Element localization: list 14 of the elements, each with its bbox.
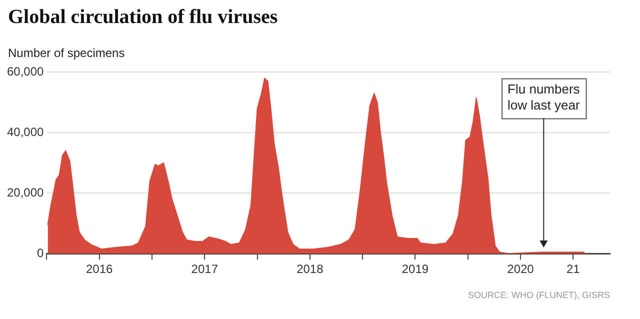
x-tick-label: 2018 xyxy=(296,262,324,276)
chart-title: Global circulation of flu viruses xyxy=(8,6,278,29)
y-tick-label: 20,000 xyxy=(7,185,44,200)
x-tick-label: 21 xyxy=(566,262,580,276)
source-note: SOURCE: WHO (FLUNET), GISRS xyxy=(468,290,610,300)
y-axis-title: Number of specimens xyxy=(8,46,125,60)
x-tick-label: 2019 xyxy=(402,262,429,276)
y-tick-label: 60,000 xyxy=(7,64,44,79)
x-tick-label: 2016 xyxy=(86,262,114,276)
y-tick-label: 40,000 xyxy=(7,124,44,139)
x-tick-label: 2017 xyxy=(191,262,218,276)
x-tick-label: 2020 xyxy=(507,262,534,276)
y-tick-label: 0 xyxy=(37,246,44,260)
annotation: Flu numbers low last year xyxy=(508,81,580,112)
